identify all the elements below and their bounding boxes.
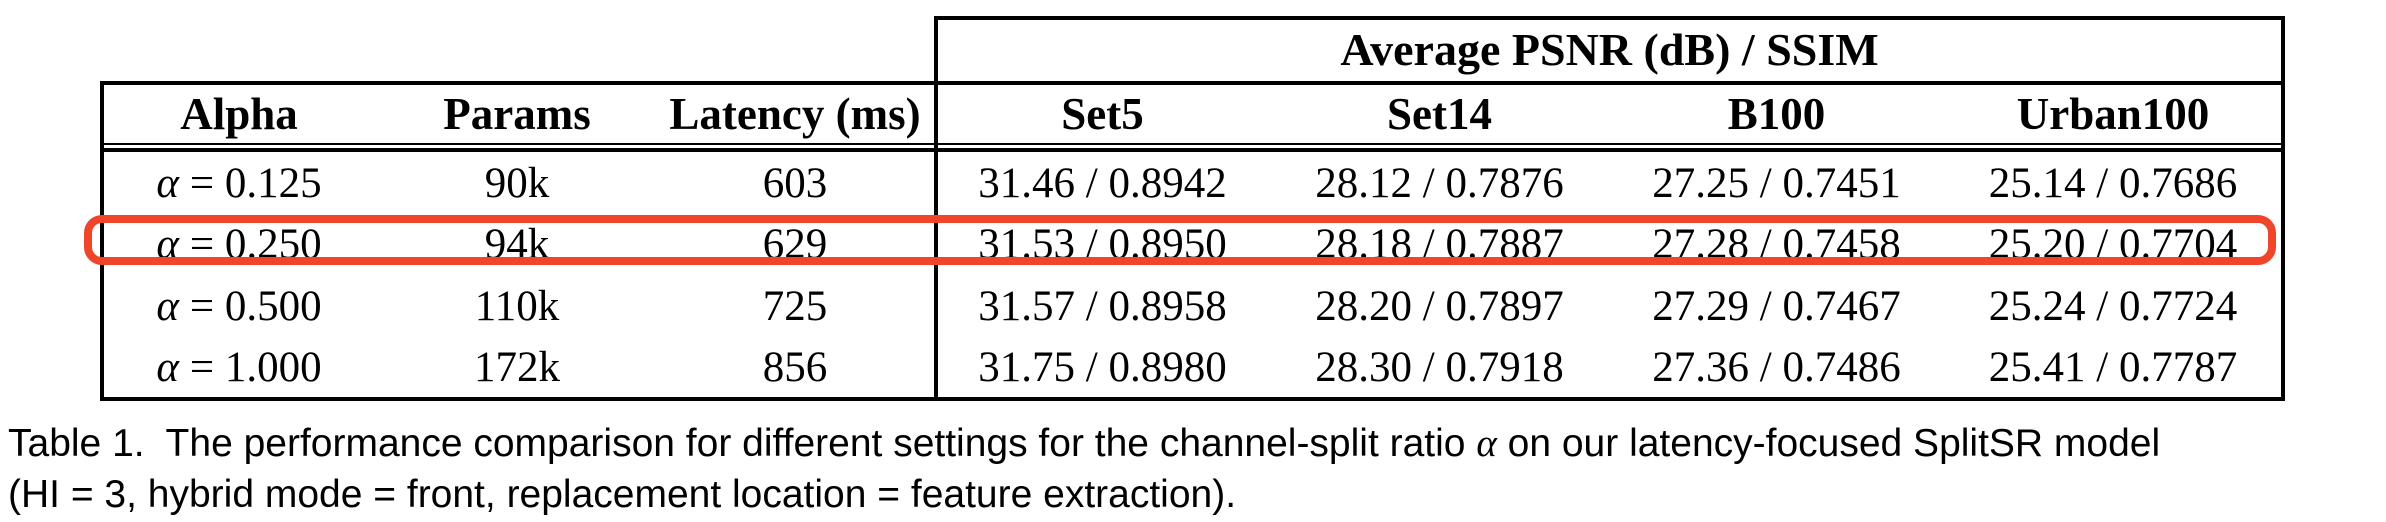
cell-set14: 28.30 / 0.7918 [1315, 343, 1564, 391]
cell-urban100: 25.41 / 0.7787 [1988, 343, 2238, 391]
alpha-symbol: α [156, 220, 179, 268]
caption-line-1: Table 1. The performance comparison for … [8, 418, 2382, 469]
cell-alpha: α = 0.500 [100, 276, 378, 336]
cell-params: 90k [484, 159, 550, 207]
alpha-value: = 1.000 [189, 343, 322, 391]
table-header-bottom-border [100, 143, 2285, 152]
table-caption: Table 1. The performance comparison for … [8, 418, 2382, 520]
cell-urban100: 25.14 / 0.7686 [1988, 159, 2238, 207]
table-top-border [934, 16, 2285, 20]
alpha-symbol: α [156, 282, 179, 330]
cell-latency: 725 [762, 282, 828, 330]
caption-text-pre: Table 1. The performance comparison for … [8, 422, 1477, 465]
table-row: α = 0.125 90k 603 31.46 / 0.8942 28.12 /… [100, 153, 2285, 213]
cell-alpha: α = 1.000 [100, 337, 378, 397]
alpha-symbol: α [156, 159, 179, 207]
col-header-alpha: Alpha [180, 89, 298, 139]
col-header-params: Params [443, 89, 591, 139]
alpha-symbol: α [156, 343, 179, 391]
table-column-divider [934, 16, 938, 401]
cell-set5: 31.46 / 0.8942 [978, 159, 1227, 207]
caption-line-2: (HI = 3, hybrid mode = front, replacemen… [8, 473, 1237, 516]
cell-latency: 603 [762, 159, 828, 207]
table-bottom-border [100, 397, 2285, 401]
col-header-latency: Latency (ms) [669, 89, 921, 139]
table-row: α = 1.000 172k 856 31.75 / 0.8980 28.30 … [100, 337, 2285, 397]
cell-b100: 27.25 / 0.7451 [1652, 159, 1901, 207]
col-header-set5: Set5 [1061, 89, 1144, 139]
cell-latency: 856 [762, 343, 828, 391]
table-header-top-border [100, 81, 2285, 85]
table-header-row: Alpha Params Latency (ms) Set5 Set14 B10… [100, 85, 2285, 143]
cell-alpha: α = 0.125 [100, 153, 378, 213]
cell-set14: 28.20 / 0.7897 [1315, 282, 1564, 330]
caption-alpha-symbol: α [1476, 422, 1497, 465]
col-header-set14: Set14 [1387, 89, 1492, 139]
cell-params: 172k [474, 343, 560, 391]
cell-urban100: 25.24 / 0.7724 [1988, 282, 2238, 330]
col-header-b100: B100 [1727, 89, 1826, 139]
highlight-annotation-box [84, 215, 2276, 265]
cell-set5: 31.75 / 0.8980 [978, 343, 1227, 391]
cell-b100: 27.29 / 0.7467 [1652, 282, 1901, 330]
cell-b100: 27.36 / 0.7486 [1652, 343, 1901, 391]
caption-text-post: on our latency-focused SplitSR model [1496, 422, 2161, 465]
table-left-border [100, 81, 104, 401]
table-row: α = 0.500 110k 725 31.57 / 0.8958 28.20 … [100, 276, 2285, 336]
col-header-urban100: Urban100 [2016, 89, 2210, 139]
span-header-avg-psnr-ssim: Average PSNR (dB) / SSIM [1340, 23, 1879, 75]
cell-params: 110k [474, 282, 560, 330]
cell-set5: 31.57 / 0.8958 [978, 282, 1227, 330]
alpha-value: = 0.125 [189, 159, 322, 207]
cell-set14: 28.12 / 0.7876 [1315, 159, 1564, 207]
table-right-border [2281, 16, 2285, 401]
alpha-value: = 0.500 [189, 282, 322, 330]
